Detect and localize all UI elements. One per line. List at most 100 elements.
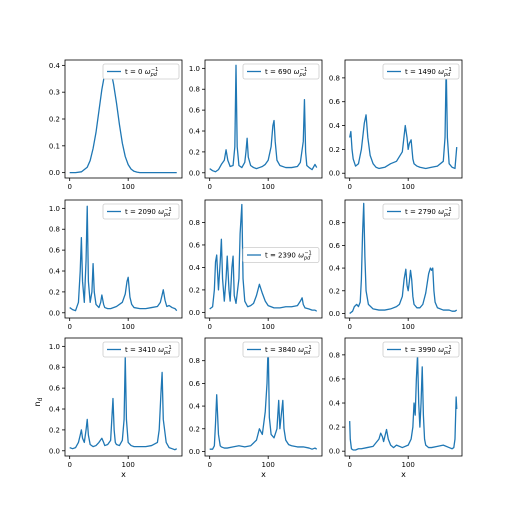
y-tick-label: 0.8 (329, 351, 340, 359)
y-tick-label: 0.2 (329, 287, 340, 295)
y-tick-label: 0.2 (49, 288, 60, 296)
x-tick-label: 0 (67, 183, 71, 191)
legend: t = 3410 ωpd−1 (102, 341, 180, 358)
subplot-4: 0.0 0.2 0.4 0.6 0.8 1.0 0 100 t = 2090 ωpd−1 (49, 199, 183, 331)
legend: t = 690 ωpd−1 (242, 63, 320, 80)
y-tick-label: 0.2 (189, 425, 200, 433)
legend: t = 3840 ωpd−1 (242, 341, 320, 358)
y-tick-label: 0.4 (49, 62, 61, 70)
series-line (349, 202, 458, 314)
legend: t = 2090 ωpd−1 (102, 203, 180, 220)
y-tick-label: 0.8 (329, 74, 340, 82)
y-tick-label: 0.4 (329, 265, 341, 273)
x-tick-label: 0 (347, 183, 351, 191)
y-tick-label: 0.8 (189, 219, 200, 227)
x-tick-label: 0 (67, 323, 71, 331)
subplot-3: 0.0 0.2 0.4 0.6 0.8 0 100 t = 1490 ωpd−1 (329, 59, 463, 191)
x-tick-label: 100 (401, 323, 414, 331)
axes-frame (204, 337, 323, 457)
legend-box (242, 247, 320, 263)
y-tick-label: 0.4 (189, 264, 201, 272)
series-line (69, 356, 178, 451)
x-tick-label: 100 (401, 461, 414, 469)
legend-box (382, 63, 460, 80)
legend: t = 0 ωpd−1 (102, 63, 180, 80)
axes-frame (344, 337, 463, 457)
x-axis-label: x (261, 470, 266, 479)
x-axis-label: x (121, 470, 126, 479)
legend-label: t = 1490 ωpd−1 (405, 67, 452, 78)
legend-label: t = 2790 ωpd−1 (405, 207, 452, 218)
y-tick-label: 0.6 (49, 247, 61, 255)
y-tick-label: 0.8 (49, 226, 60, 234)
y-tick-label: 0.3 (49, 89, 60, 97)
legend: t = 2390 ωpd−1 (242, 247, 320, 263)
legend-label: t = 2390 ωpd−1 (265, 251, 312, 262)
x-tick-label: 0 (347, 323, 351, 331)
y-tick-label: 0.6 (49, 385, 61, 393)
subplot-1: 0.0 0.1 0.2 0.3 0.4 0 100 t = 0 ωpd−1 (49, 59, 183, 191)
legend-label: t = 2090 ωpd−1 (125, 207, 172, 218)
x-tick-label: 0 (347, 461, 351, 469)
y-tick-label: 0.0 (189, 309, 200, 317)
axes-frame (204, 199, 323, 319)
axes-frame (64, 337, 183, 457)
legend: t = 1490 ωpd−1 (382, 63, 460, 80)
legend-box (102, 341, 180, 358)
subplot-2: 0.0 0.2 0.4 0.6 0.8 1.0 0 100 t = 690 ωpd−1 (189, 59, 323, 191)
y-tick-label: 0.4 (49, 268, 61, 276)
axes-frame (64, 199, 183, 319)
y-tick-label: 0.6 (189, 107, 201, 115)
legend-box (102, 63, 180, 80)
x-tick-label: 100 (121, 183, 134, 191)
series-line (209, 64, 318, 173)
legend-label: t = 3840 ωpd−1 (265, 345, 312, 356)
legend-box (382, 341, 460, 358)
subplot-6: 0.0 0.2 0.4 0.6 0.8 0 100 t = 2790 ωpd−1 (329, 199, 463, 331)
y-tick-label: 0.4 (329, 400, 341, 408)
y-tick-label: 0.0 (189, 169, 200, 177)
legend-box (382, 203, 460, 220)
series-line (209, 343, 318, 450)
y-tick-label: 0.0 (329, 448, 340, 456)
series-line (209, 203, 318, 312)
x-tick-label: 100 (261, 323, 274, 331)
x-tick-label: 100 (121, 323, 134, 331)
subplot-5: 0.0 0.2 0.4 0.6 0.8 0 100 t = 2390 ωpd−1 (189, 199, 323, 331)
x-tick-label: 0 (207, 183, 211, 191)
x-tick-label: 100 (261, 183, 274, 191)
legend-box (242, 63, 320, 80)
series-line (69, 205, 178, 312)
axes-frame (204, 59, 323, 179)
y-tick-label: 1.0 (49, 205, 60, 213)
y-tick-label: 0.8 (189, 357, 200, 365)
legend: t = 3990 ωpd−1 (382, 341, 460, 358)
y-tick-label: 0.2 (189, 286, 200, 294)
x-tick-label: 100 (401, 183, 414, 191)
y-tick-label: 0.4 (329, 122, 341, 130)
y-tick-label: 0.0 (49, 309, 60, 317)
y-tick-label: 0.0 (329, 310, 340, 318)
legend-label: t = 3410 ωpd−1 (125, 345, 172, 356)
x-tick-label: 100 (261, 461, 274, 469)
y-tick-label: 0.0 (49, 169, 60, 177)
y-tick-label: 0.2 (49, 426, 60, 434)
series-line (349, 354, 458, 451)
x-axis-label: x (401, 470, 406, 479)
series-line (349, 65, 458, 170)
y-tick-label: 1.0 (49, 343, 60, 351)
y-tick-label: 0.0 (329, 170, 340, 178)
y-tick-label: 0.2 (49, 116, 60, 124)
y-tick-label: 0.6 (189, 241, 201, 249)
y-tick-label: 0.8 (189, 86, 200, 94)
legend-label: t = 0 ωpd−1 (125, 67, 158, 78)
axes-frame (344, 199, 463, 319)
y-axis-label: nd (33, 397, 44, 406)
series-line (69, 64, 177, 174)
x-tick-label: 0 (67, 461, 71, 469)
